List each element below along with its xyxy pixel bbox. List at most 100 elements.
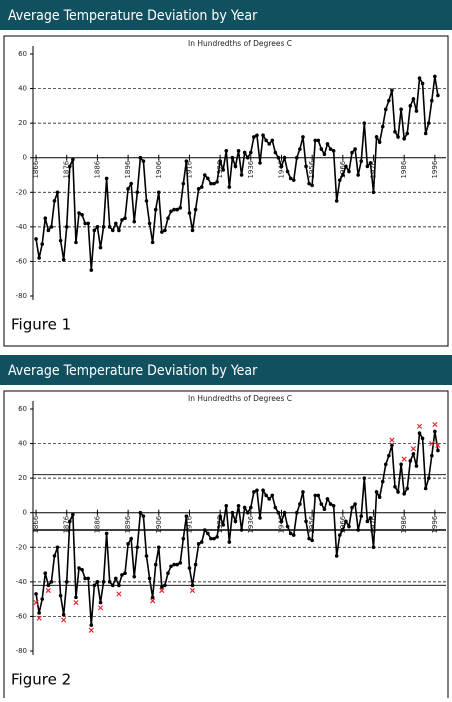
data-point [433, 74, 437, 79]
data-point [196, 187, 201, 191]
x-tick-label: 1946 [277, 160, 285, 178]
data-point [184, 514, 189, 518]
data-point [371, 545, 376, 550]
data-point [150, 240, 155, 245]
x-tick-label: 1876 [63, 515, 71, 533]
x-tick-label: 1876 [63, 160, 71, 178]
data-point [236, 149, 241, 153]
data-point [144, 199, 149, 203]
data-point [408, 104, 413, 108]
data-point [331, 504, 336, 508]
data-point [34, 592, 38, 596]
x-tick-label: 1886 [93, 160, 101, 178]
x-marker [401, 456, 407, 462]
data-point [175, 207, 179, 212]
data-point [350, 505, 354, 510]
data-point [209, 536, 213, 541]
data-point [80, 567, 84, 572]
y-tick-label: -40 [16, 578, 27, 586]
data-point [166, 216, 170, 221]
y-tick-label: 40 [18, 85, 27, 93]
data-point [417, 76, 422, 80]
data-point [163, 228, 167, 233]
y-tick-label: 20 [18, 119, 27, 127]
data-point [40, 597, 45, 601]
data-point [347, 524, 351, 529]
data-point [380, 124, 385, 129]
data-point [365, 164, 370, 169]
data-point [423, 131, 428, 136]
y-tick-label: -80 [16, 647, 27, 655]
data-point [43, 571, 48, 576]
data-point [52, 199, 57, 203]
data-point [117, 228, 121, 233]
data-point [43, 216, 48, 221]
data-point [374, 135, 379, 139]
data-point [374, 490, 379, 494]
data-point [396, 135, 400, 139]
data-point [273, 150, 278, 155]
x-marker [73, 600, 79, 606]
data-point [107, 580, 112, 584]
data-point [362, 476, 367, 480]
y-tick-label: 0 [23, 154, 27, 162]
data-point [255, 488, 259, 493]
data-point [310, 538, 314, 543]
data-point [390, 88, 394, 93]
data-point [239, 173, 244, 177]
x-tick-label: 1916 [185, 160, 193, 178]
x-tick-label: 1906 [155, 160, 163, 178]
data-point [377, 495, 382, 499]
data-point [316, 138, 321, 143]
x-tick-label: 1896 [124, 160, 132, 178]
data-point [298, 147, 302, 151]
data-point [368, 161, 373, 165]
data-point [411, 452, 416, 456]
x-tick-label: 1956 [308, 515, 316, 533]
x-marker [36, 615, 42, 621]
data-point [353, 502, 357, 506]
data-point [46, 583, 51, 588]
data-point [261, 133, 265, 138]
data-point [138, 155, 143, 160]
x-tick-label: 1996 [431, 515, 439, 533]
header-bar [0, 0, 452, 30]
data-point [325, 142, 330, 146]
data-point [144, 554, 149, 558]
data-point [344, 164, 348, 169]
data-point [426, 476, 431, 480]
data-point [224, 504, 229, 508]
data-point [310, 183, 314, 188]
data-point [252, 490, 256, 494]
data-point [193, 207, 198, 212]
y-tick-label: -60 [16, 257, 27, 265]
data-point [172, 207, 176, 212]
data-point [411, 97, 416, 101]
data-point [362, 121, 367, 125]
data-point [181, 536, 186, 541]
data-point [359, 159, 364, 163]
figure-caption: Figure 1 [11, 316, 71, 334]
x-tick-label: 1896 [124, 515, 132, 533]
y-tick-label: 40 [18, 440, 27, 448]
data-point [264, 493, 268, 498]
chart-title: Average Temperature Deviation by Year [8, 363, 258, 379]
data-point [356, 173, 360, 177]
data-point [334, 199, 339, 203]
data-point [288, 176, 293, 181]
data-point [123, 216, 127, 221]
data-point [273, 505, 278, 510]
data-point [399, 462, 403, 467]
data-point [209, 181, 213, 186]
data-point [331, 149, 336, 153]
data-point [242, 150, 247, 155]
data-point [150, 595, 155, 600]
data-point [405, 131, 410, 136]
data-point [98, 600, 103, 605]
data-point [328, 502, 333, 506]
data-point [405, 486, 410, 491]
data-point [301, 135, 305, 139]
figure-caption: Figure 2 [11, 671, 71, 689]
data-point [61, 612, 66, 617]
data-point [245, 510, 250, 515]
